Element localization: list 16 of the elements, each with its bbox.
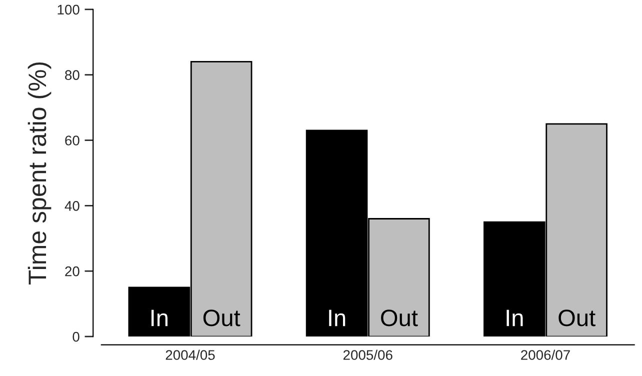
y-tick-label: 20 bbox=[65, 266, 80, 276]
text: Out bbox=[558, 310, 596, 326]
y-tick-label: 40 bbox=[64, 201, 80, 211]
text: In bbox=[506, 310, 523, 326]
y-tick-label: 100 bbox=[58, 4, 80, 15]
series-label: Out bbox=[203, 310, 240, 326]
y-tick-label: 60 bbox=[65, 136, 80, 146]
text: Out bbox=[381, 310, 418, 326]
text: In bbox=[329, 310, 346, 326]
x-tick-label: 2005/06 bbox=[343, 350, 392, 360]
series-label: In bbox=[152, 310, 168, 326]
y-axis-title: Time spent ratio (%) bbox=[28, 62, 52, 284]
x-tick-label: 2006/07 bbox=[521, 350, 570, 360]
y-tick-label: 0 bbox=[72, 332, 80, 342]
x-tick-label: 2004/05 bbox=[166, 350, 215, 360]
y-tick-label: 80 bbox=[65, 70, 80, 80]
